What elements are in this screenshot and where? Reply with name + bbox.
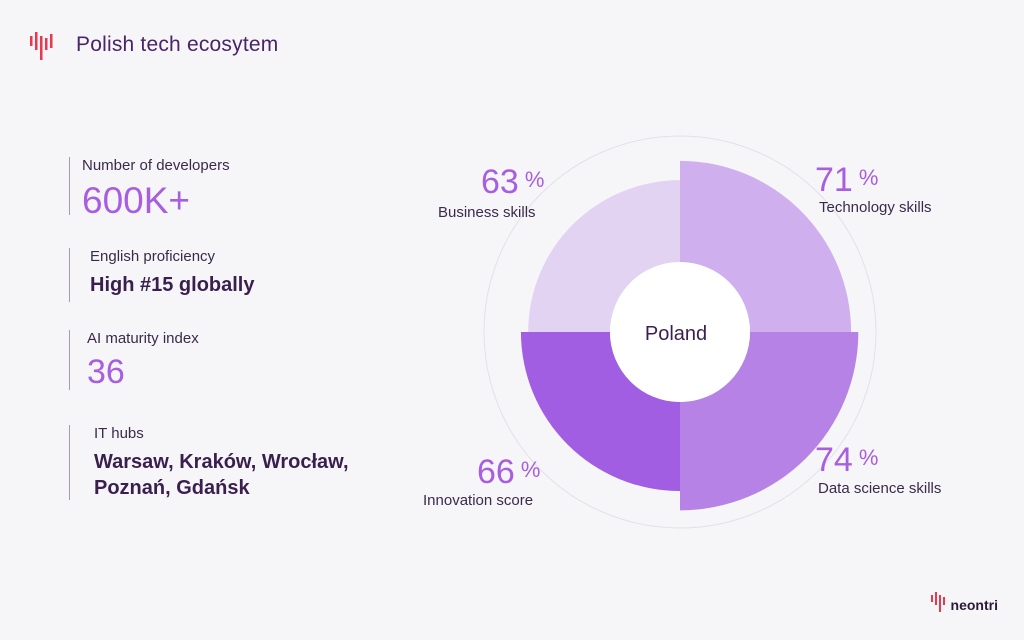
chart-label-data-science: Data science skills <box>818 480 942 497</box>
stat-value: Warsaw, Kraków, Wrocław, Poznań, Gdańsk <box>94 451 349 499</box>
stat-developers: Number of developers 600K+ <box>69 157 230 219</box>
stat-value: 600K+ <box>82 180 191 221</box>
chart-center-label: Poland <box>645 323 707 345</box>
page-header: Polish tech ecosytem <box>30 30 278 60</box>
bars-logo-icon <box>930 592 945 612</box>
chart-value-data-science: 74% <box>815 441 879 479</box>
chart-label-technology: Technology skills <box>819 199 932 216</box>
chart-center-circle <box>610 262 750 402</box>
chart-value-innovation: 66% <box>477 453 541 491</box>
stat-label: English proficiency <box>90 248 216 265</box>
stat-english-proficiency: English proficiency High #15 globally <box>69 248 254 302</box>
brand-logo: neontri <box>930 592 998 613</box>
stat-label: IT hubs <box>94 425 144 442</box>
stat-it-hubs: IT hubs Warsaw, Kraków, Wrocław, Poznań,… <box>69 425 384 500</box>
chart-label-innovation: Innovation score <box>423 492 534 509</box>
chart-segment-innovation <box>520 332 680 492</box>
stat-label: Number of developers <box>82 157 230 174</box>
chart-label-business: Business skills <box>438 204 536 221</box>
chart-segment-data-science <box>680 332 859 511</box>
chart-value-business: 63% <box>481 163 545 201</box>
chart-segment-technology <box>680 160 852 332</box>
brand-name: neontri <box>950 597 998 613</box>
stat-label: AI maturity index <box>87 330 199 347</box>
chart-value-technology: 71% <box>815 161 879 199</box>
chart-grid-ring <box>483 135 877 529</box>
stat-value: 36 <box>87 353 125 391</box>
chart-segment-business <box>528 180 680 332</box>
stat-value: High #15 globally <box>90 274 255 296</box>
bars-logo-icon <box>30 32 53 60</box>
stat-ai-maturity: AI maturity index 36 <box>69 330 199 390</box>
page-title: Polish tech ecosytem <box>76 33 279 56</box>
